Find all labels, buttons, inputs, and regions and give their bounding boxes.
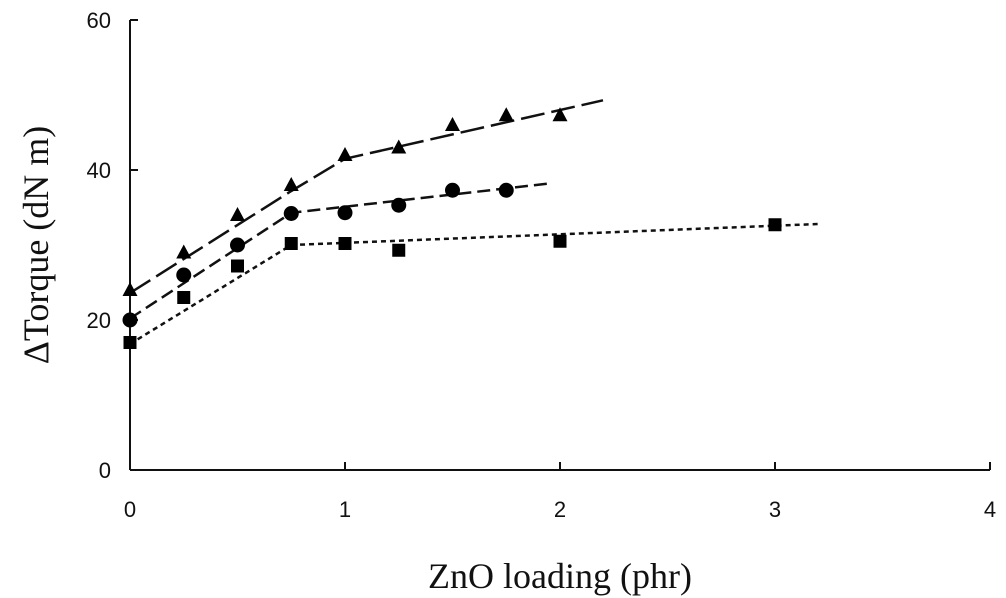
triangle-marker [552, 107, 568, 122]
triangle-marker [283, 177, 299, 191]
y-axis-title: ΔTorque (dN m) [16, 126, 56, 365]
triangle-marker [391, 139, 407, 154]
trend-lines [129, 99, 819, 346]
x-axis-title: ZnO loading (phr) [428, 556, 692, 596]
x-tick-label: 4 [984, 497, 996, 522]
x-tick-label: 1 [339, 497, 351, 522]
square-marker [768, 218, 782, 232]
circle-marker [337, 205, 353, 221]
triangle-marker [337, 147, 353, 161]
circle-marker [391, 197, 407, 213]
square-marker [553, 234, 567, 248]
y-tick-label: 60 [87, 8, 111, 33]
x-tick-label: 0 [124, 497, 136, 522]
y-tick-label: 0 [99, 458, 111, 483]
triangle-marker [122, 282, 138, 296]
y-tick-label: 20 [87, 308, 111, 333]
circle-marker [176, 267, 192, 283]
triangle-marker [498, 107, 514, 122]
circle-marker [445, 182, 460, 198]
trend-line-circle [129, 182, 550, 320]
triangle-marker [230, 207, 245, 221]
circle-marker [230, 237, 245, 253]
circle-marker [283, 206, 299, 221]
square-marker [123, 336, 137, 349]
square-marker [231, 259, 244, 273]
triangle-marker [445, 117, 460, 131]
square-marker [284, 237, 298, 250]
circle-marker [498, 182, 514, 198]
x-tick-label: 3 [769, 497, 781, 522]
x-tick-label: 2 [554, 497, 566, 522]
square-marker [338, 237, 352, 250]
triangle-marker [176, 244, 192, 259]
trend-line-triangle [129, 99, 604, 295]
data-markers [122, 107, 782, 349]
square-marker [177, 291, 191, 304]
y-tick-label: 40 [87, 158, 111, 183]
square-marker [392, 243, 406, 257]
circle-marker [122, 312, 138, 328]
